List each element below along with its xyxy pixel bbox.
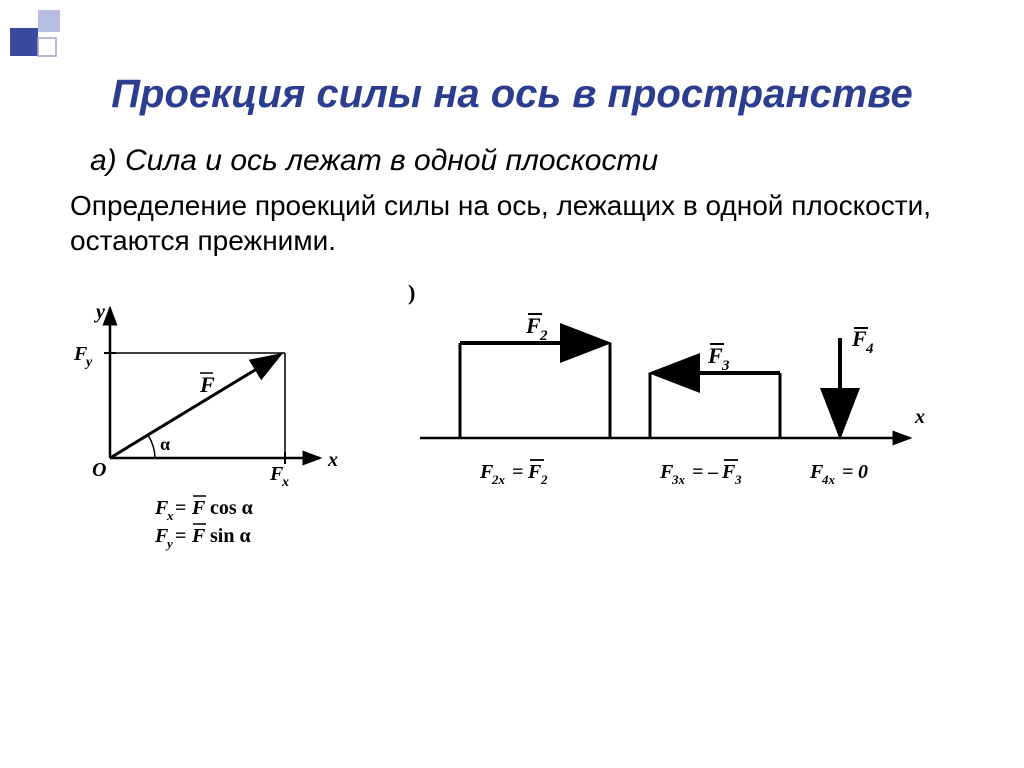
svg-text:O: O [92,459,106,481]
svg-text:α: α [160,434,170,454]
diagram-left: y x O F y F x F α F x = F cos α F y [60,278,360,568]
slide-content: Проекция силы на ось в пространстве а) С… [0,0,1024,588]
svg-text:=: = [175,525,186,547]
svg-text:sin α: sin α [210,525,251,547]
svg-text:2: 2 [540,472,548,487]
diagram-left-svg: y x O F y F x F α F x = F cos α F y [60,278,360,568]
svg-text:F: F [525,313,541,338]
svg-text:x: x [327,449,338,471]
svg-text:cos α: cos α [210,497,253,519]
svg-text:3: 3 [734,472,742,487]
svg-text:3x: 3x [671,472,686,487]
svg-text:): ) [408,280,415,305]
svg-text:x: x [914,406,925,428]
body-paragraph: Определение проекций силы на ось, лежащи… [70,188,964,258]
svg-text:0: 0 [858,461,868,483]
corner-decoration [10,10,70,75]
corner-squares [10,10,70,70]
svg-text:F: F [851,326,867,351]
svg-text:3: 3 [721,358,730,374]
diagram-right-svg: ) x F 2 F 3 F [400,278,940,518]
svg-text:y: y [165,536,173,551]
svg-text:F: F [527,461,542,483]
svg-text:=: = [842,461,853,483]
subheading-a: а) Сила и ось лежат в одной плоскости [90,142,964,180]
diagrams-row: y x O F y F x F α F x = F cos α F y [60,278,964,568]
svg-text:y: y [84,355,93,370]
diagram-right: ) x F 2 F 3 F [400,278,940,518]
svg-text:F: F [721,461,736,483]
svg-text:=: = [175,497,186,519]
svg-text:F: F [199,372,215,397]
svg-text:=: = [692,461,703,483]
svg-text:F: F [191,497,206,519]
svg-text:F: F [191,525,206,547]
svg-text:2x: 2x [491,472,506,487]
svg-text:x: x [281,475,289,490]
svg-text:x: x [166,508,174,523]
svg-text:=: = [512,461,523,483]
svg-text:2: 2 [539,328,548,344]
svg-text:F: F [707,343,723,368]
svg-text:y: y [94,301,105,323]
slide-title: Проекция силы на ось в пространстве [60,70,964,118]
svg-text:–: – [707,461,719,483]
svg-text:4: 4 [865,341,874,357]
svg-text:4x: 4x [821,472,836,487]
